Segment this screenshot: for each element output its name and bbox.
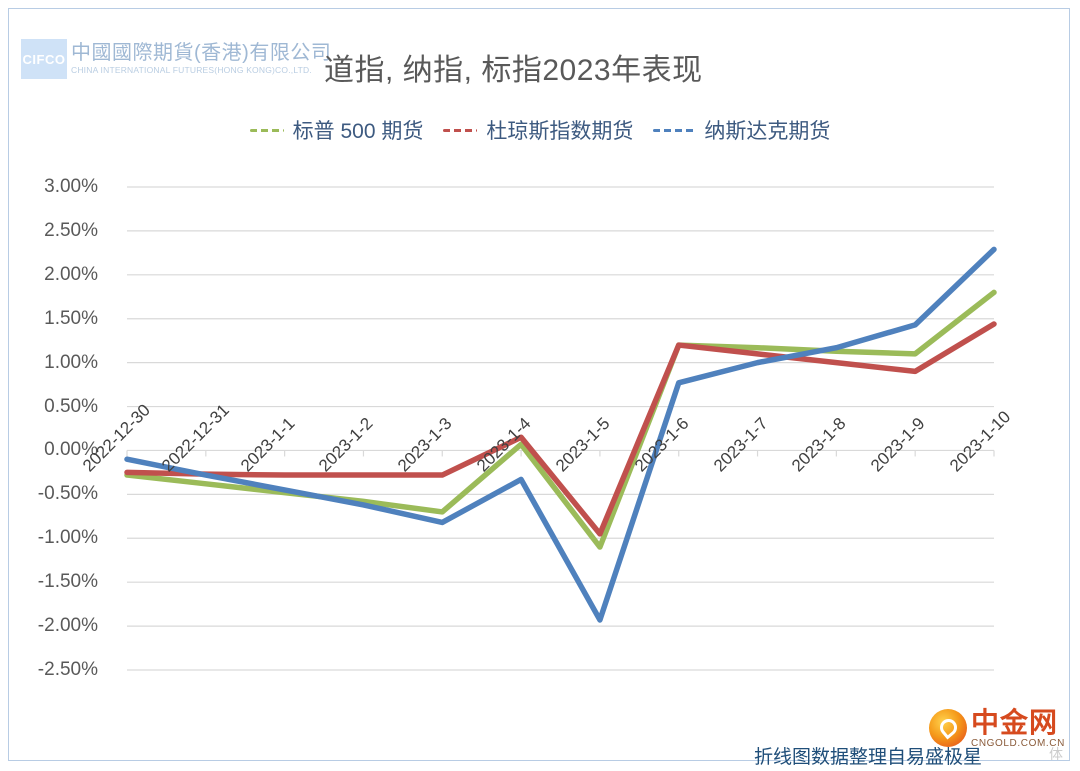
y-axis-tick-label: 2.00% [44,263,98,285]
y-axis: 3.00% 2.50% 2.00% 1.50% 1.00% 0.50% 0.00% -0.50… [9,159,104,689]
company-name-chinese: 中國國際期貨(香港)有限公司 [71,42,332,65]
chart-title: 道指, 纳指, 标指2023年表现 [324,54,703,87]
series-line-2[interactable] [124,321,997,537]
y-axis-tick-label: -2.00% [37,615,98,637]
series-line-1[interactable] [124,289,997,550]
y-axis-tick-label: 0.00% [44,439,98,461]
y-axis-tick-label: -0.50% [37,483,98,505]
cngold-text-block: 中金网 CNGOLD.COM.CN [971,709,1065,749]
watermark-extra-glyph: 体 [1049,746,1063,762]
y-axis-tick-label: 1.00% [44,351,98,373]
legend-label: 标普 500 期货 [292,120,424,143]
legend-item-2[interactable]: 杜琼斯指数期货 [443,115,633,145]
y-axis-tick-label: 0.50% [44,395,98,417]
legend-item-3[interactable]: 纳斯达克期货 [653,115,830,145]
legend-swatch-icon [249,128,284,132]
company-name-block: 中國國際期貨(香港)有限公司 CHINA INTERNATIONAL FUTUR… [71,43,331,75]
source-note: 折线图数据整理自易盛极星 [754,747,983,768]
legend-swatch-icon [653,128,696,132]
y-axis-tick-label: -1.00% [37,527,98,549]
cngold-domain: CNGOLD.COM.CN [971,738,1065,749]
legend-label: 杜琼斯指数期货 [486,120,634,143]
plot-area: 3.00% 2.50% 2.00% 1.50% 1.00% 0.50% 0.00% -0.50… [9,159,1071,689]
chart-legend: 标普 500 期货 杜琼斯指数期货 纳斯达克期货 [9,115,1071,145]
company-name-english: CHINA INTERNATIONAL FUTURES(HONG KONG)CO… [71,65,312,76]
legend-item-1[interactable]: 标普 500 期货 [249,115,424,145]
cngold-logo-icon [929,709,967,747]
cngold-watermark: 中金网 CNGOLD.COM.CN [929,709,1065,749]
cngold-name-chinese: 中金网 [971,707,1059,738]
cifco-logo-mark: CIFCO [21,39,67,79]
series-line-3[interactable] [124,246,997,623]
legend-swatch-icon [443,128,478,132]
y-axis-tick-label: 3.00% [44,176,98,197]
y-axis-tick-label: -2.50% [37,659,98,680]
y-axis-tick-label: 2.50% [44,219,98,241]
chart-frame: CIFCO 中國國際期貨(香港)有限公司 CHINA INTERNATIONAL… [8,8,1071,768]
company-logo: CIFCO 中國國際期貨(香港)有限公司 CHINA INTERNATIONAL… [21,39,331,79]
y-axis-tick-label: 1.50% [44,307,98,329]
legend-label: 纳斯达克期货 [704,120,831,143]
chart-canvas [124,186,997,671]
y-axis-tick-label: -1.50% [37,571,98,593]
